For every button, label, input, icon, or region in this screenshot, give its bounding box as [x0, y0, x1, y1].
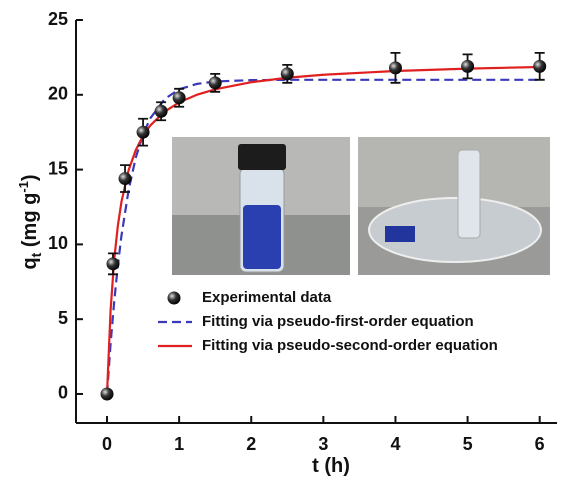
- data-point: [533, 59, 547, 73]
- y-tick-label: 15: [48, 158, 68, 178]
- x-tick-label: 0: [102, 434, 112, 454]
- legend-label: Fitting via pseudo-first-order equation: [202, 313, 474, 330]
- y-tick-label: 10: [48, 233, 68, 253]
- data-point: [461, 59, 475, 73]
- y-tick-label: 25: [48, 9, 68, 29]
- x-tick-label: 4: [390, 434, 400, 454]
- y-tick-label: 5: [58, 308, 68, 328]
- photo-right: [358, 137, 550, 275]
- data-point: [388, 61, 402, 75]
- x-tick-label: 6: [535, 434, 545, 454]
- x-tick-label: 3: [318, 434, 328, 454]
- y-tick-label: 20: [48, 84, 68, 104]
- y-label-sup: -1: [16, 181, 31, 193]
- legend-label: Experimental data: [202, 289, 332, 306]
- data-point: [280, 67, 294, 81]
- y-label-base: q: [19, 257, 41, 269]
- x-tick-label: 5: [463, 434, 473, 454]
- photo-left: [172, 137, 350, 275]
- legend-label: Fitting via pseudo-second-order equation: [202, 337, 498, 354]
- x-tick-label: 1: [174, 434, 184, 454]
- data-point: [154, 104, 168, 118]
- data-point: [106, 257, 120, 271]
- data-point: [136, 125, 150, 139]
- y-tick-label: 0: [58, 383, 68, 403]
- x-axis-label: t (h): [312, 455, 350, 477]
- data-point: [118, 172, 132, 186]
- y-label-sub: t: [28, 252, 44, 257]
- data-point: [172, 91, 186, 105]
- data-point: [208, 76, 222, 90]
- y-axis-label: qt (mg g-1): [16, 174, 44, 269]
- x-tick-label: 2: [246, 434, 256, 454]
- y-label-unit: (mg g: [19, 193, 41, 253]
- y-label-close: ): [19, 174, 41, 181]
- data-point: [100, 387, 114, 401]
- legend-marker: [167, 291, 181, 305]
